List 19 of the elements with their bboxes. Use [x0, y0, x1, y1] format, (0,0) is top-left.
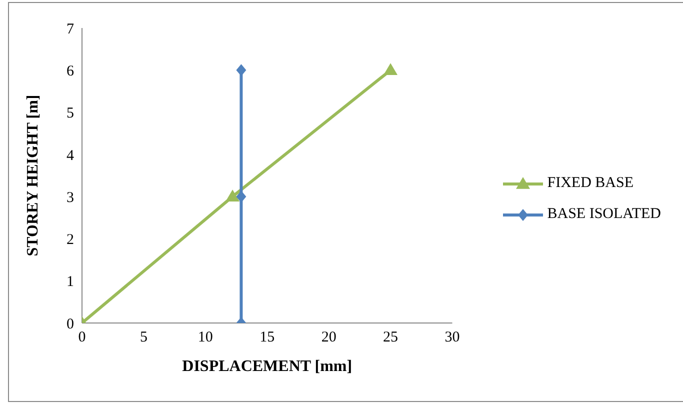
x-axis-title: DISPLACEMENT [mm]: [182, 358, 352, 375]
y-tick-label: 4: [66, 148, 74, 164]
x-tick-label: 10: [198, 330, 213, 346]
y-tick-label: 2: [66, 232, 74, 248]
y-tick-label: 6: [66, 63, 74, 80]
y-axis-title: STOREY HEIGHT [m]: [24, 94, 42, 256]
y-tick-label: 0: [66, 316, 74, 332]
y-tick-label: 7: [66, 21, 74, 38]
x-tick-label: 15: [260, 330, 275, 346]
x-tick-label: 5: [140, 330, 148, 346]
y-tick-label: 3: [66, 190, 74, 206]
x-tick-label: 20: [321, 330, 336, 346]
y-tick-label: 1: [66, 274, 74, 290]
x-tick-label: 30: [444, 330, 460, 346]
y-tick-label: 5: [66, 106, 74, 122]
legend-label: BASE ISOLATED: [547, 206, 661, 223]
x-tick-label: 25: [383, 330, 398, 346]
x-tick-label: 0: [78, 330, 86, 346]
legend-label: FIXED BASE: [547, 175, 634, 192]
